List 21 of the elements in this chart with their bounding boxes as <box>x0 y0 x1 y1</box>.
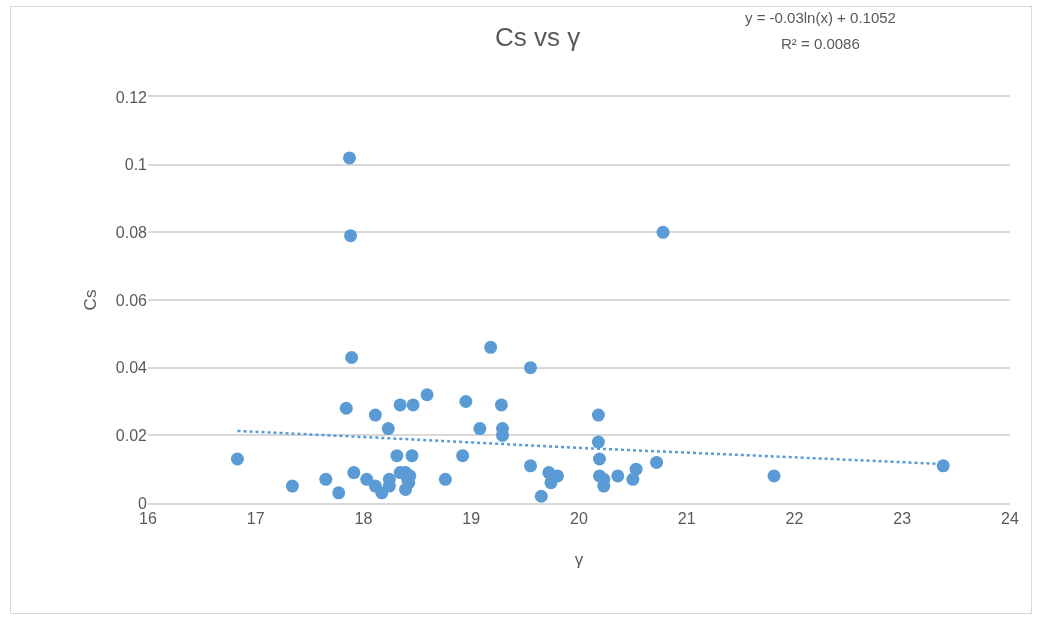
x-tick-label: 16 <box>139 509 157 527</box>
y-tick-label: 0.06 <box>115 291 148 309</box>
y-tick-label: 0.02 <box>115 426 148 444</box>
x-tick-label: 22 <box>785 509 804 527</box>
y-tick-label: 0 <box>138 494 148 512</box>
x-tick-label: 19 <box>462 509 481 527</box>
text: y = -0.03ln(x) + 0.1052 <box>745 9 896 26</box>
x-tick-label: 23 <box>893 509 912 527</box>
y-tick-label: 0.08 <box>115 223 148 241</box>
x-tick-label: 21 <box>677 509 696 527</box>
y-tick-label: 0.12 <box>115 88 148 106</box>
x-tick-label: 20 <box>570 509 588 527</box>
y-axis-title: Cs <box>81 289 101 311</box>
y-tick-label: 0.04 <box>115 359 148 377</box>
text: R² = 0.0086 <box>781 35 860 52</box>
x-tick-label: 17 <box>246 509 265 527</box>
x-tick-label: 18 <box>354 509 373 527</box>
x-axis-title: γ <box>574 549 584 569</box>
chart-title: Cs vs γ <box>495 22 581 53</box>
x-tick-label: 24 <box>1001 509 1019 527</box>
y-tick-label: 0.1 <box>124 156 148 174</box>
